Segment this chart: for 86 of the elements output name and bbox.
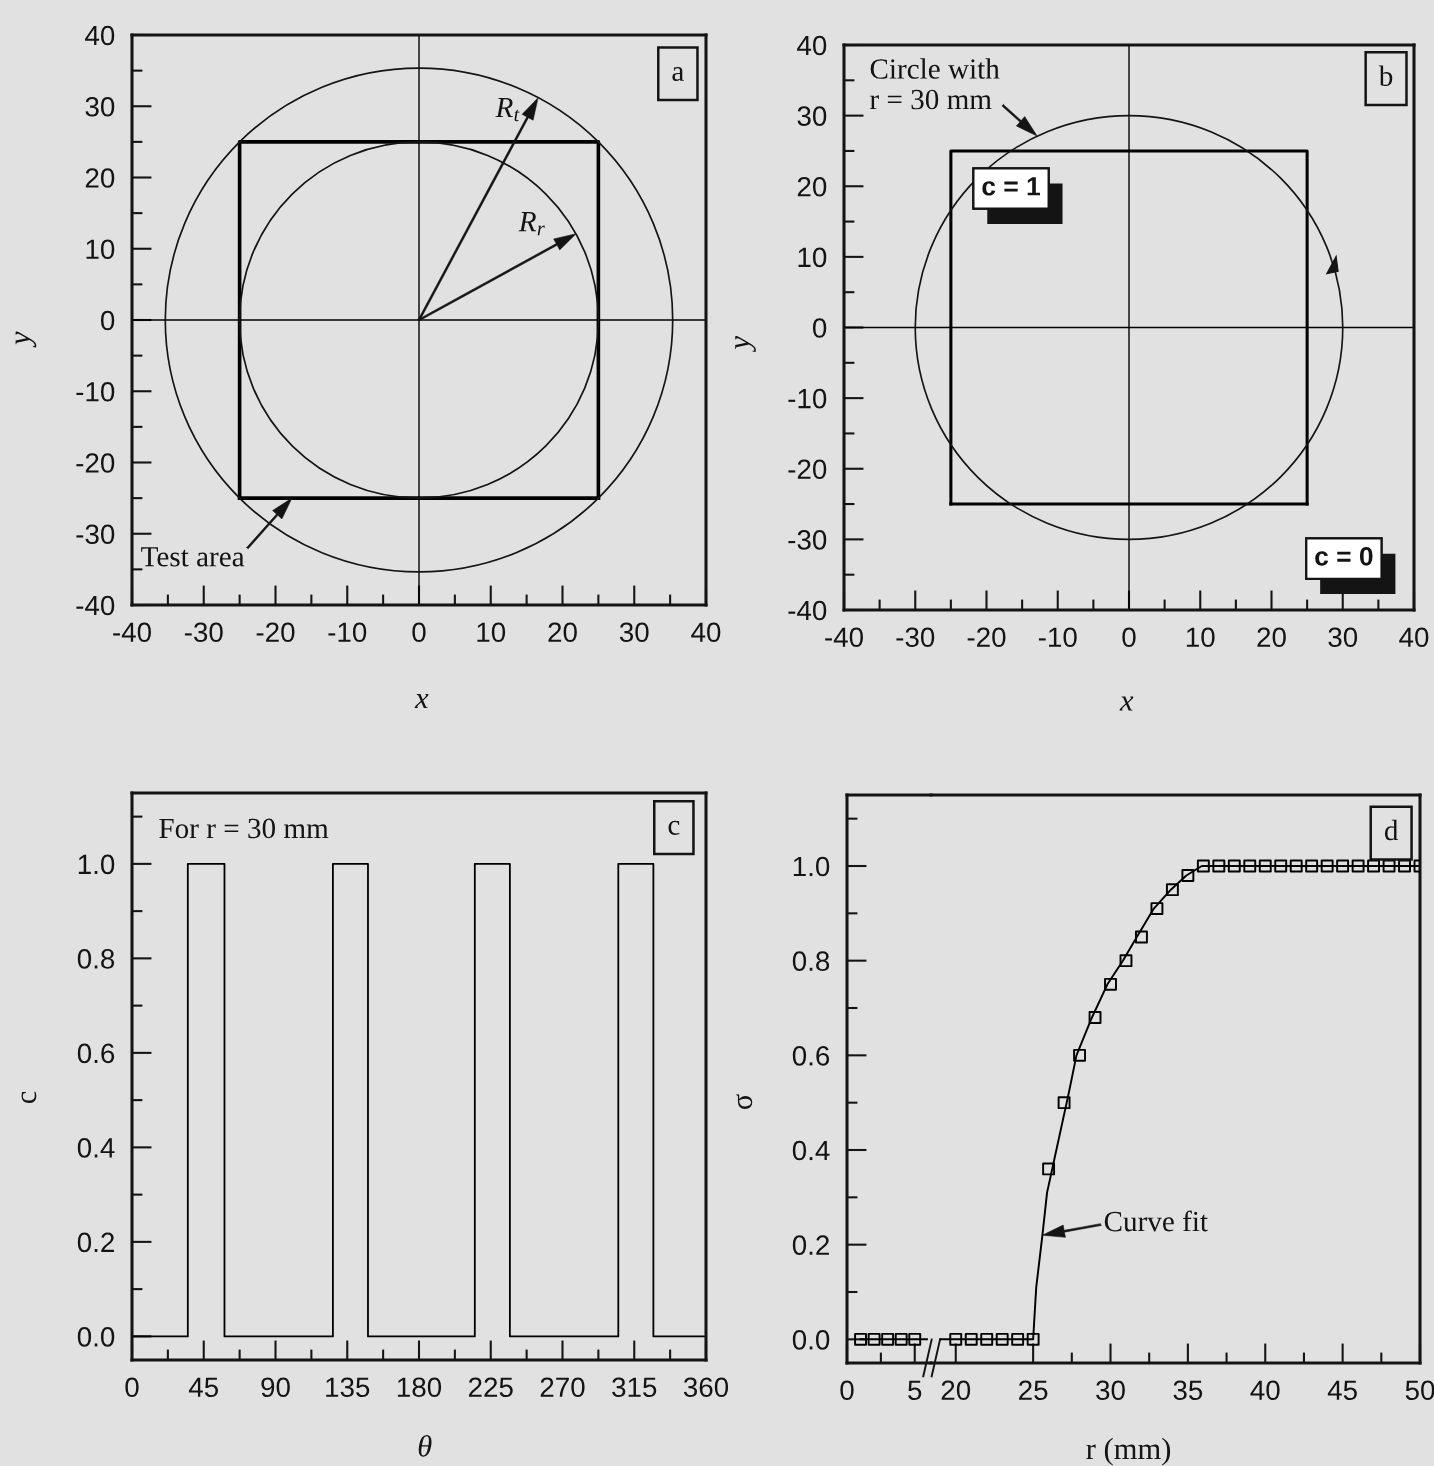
x-tick-label: 0 [1122, 627, 1136, 648]
y-tick-label: 0.6 [792, 1046, 830, 1066]
x-tick-label: 35 [1173, 1380, 1203, 1401]
x-tick-label: 315 [612, 1377, 657, 1398]
y-tick-label: -40 [76, 595, 115, 616]
x-tick-label: 360 [683, 1377, 729, 1398]
annotation: Test area [141, 547, 245, 567]
y-tick-label: 1.0 [78, 854, 115, 875]
x-tick-label: 25 [1019, 1380, 1048, 1401]
annotation: b [1378, 65, 1393, 86]
y-tick-label: 0.8 [792, 951, 830, 972]
y-tick-label: 30 [85, 96, 115, 117]
x-tick-label: 50 [1405, 1380, 1434, 1401]
y-axis-title: c [21, 1091, 37, 1104]
x-tick-label: -30 [896, 627, 935, 648]
x-tick-label: 20 [941, 1380, 971, 1401]
y-tick-label: -30 [76, 524, 115, 545]
y-tick-label: -10 [76, 381, 115, 402]
x-axis-title: θ [418, 1435, 432, 1457]
y-tick-label: -10 [788, 388, 827, 409]
x-tick-label: 270 [540, 1377, 585, 1398]
annotation: d [1384, 819, 1399, 841]
annotation: Curve fit [1104, 1210, 1208, 1232]
x-tick-label: 180 [397, 1377, 442, 1398]
x-axis-title: x [414, 694, 429, 709]
y-tick-label: 40 [797, 35, 827, 56]
y-tick-label: 0.0 [792, 1330, 830, 1350]
x-tick-label: 0 [840, 1380, 854, 1401]
y-axis-title: σ [736, 1094, 753, 1110]
annotation: c [668, 820, 680, 835]
x-tick-label: -30 [184, 622, 223, 643]
y-tick-label: 0 [100, 310, 115, 331]
x-tick-label: 45 [188, 1377, 219, 1398]
y-tick-label: 1.0 [793, 856, 830, 877]
x-tick-label: 5 [908, 1380, 922, 1401]
y-tick-label: 0 [812, 318, 827, 338]
x-tick-label: -40 [113, 622, 151, 643]
x-tick-label: 135 [326, 1377, 370, 1398]
y-tick-label: 0.4 [77, 1138, 115, 1158]
y-axis-title: y [735, 335, 756, 353]
y-tick-label: -40 [788, 600, 827, 621]
y-tick-label: 40 [85, 25, 115, 46]
x-tick-label: 40 [1250, 1380, 1280, 1401]
x-tick-label: 225 [468, 1377, 513, 1398]
x-tick-label: 30 [1328, 627, 1358, 648]
annotation: R$_{t}$ [495, 98, 520, 122]
x-tick-label: -20 [967, 627, 1006, 648]
y-tick-label: 10 [86, 239, 115, 260]
y-tick-label: -20 [788, 459, 827, 480]
y-tick-label: 0.8 [77, 949, 115, 969]
x-tick-label: 10 [1186, 627, 1215, 648]
y-tick-label: 30 [797, 106, 827, 126]
x-tick-label: -40 [825, 627, 863, 648]
x-axis-title: r (mm) [1086, 1437, 1171, 1466]
y-tick-label: 0.0 [77, 1327, 115, 1347]
y-tick-label: 10 [798, 247, 827, 268]
x-tick-label: 10 [477, 622, 506, 643]
x-axis-title: x [1119, 696, 1134, 711]
y-tick-label: -30 [788, 530, 827, 550]
annotation: R$_{r}$ [518, 212, 545, 236]
y-tick-label: 0.6 [77, 1043, 115, 1064]
x-tick-label: 30 [1096, 1380, 1125, 1401]
y-axis-title: y [15, 331, 37, 348]
x-tick-label: -10 [328, 622, 367, 643]
annotation: Circle with r = 30 mm [870, 58, 1000, 110]
y-tick-label: 0.2 [792, 1235, 829, 1256]
x-tick-label: -10 [1038, 627, 1077, 648]
x-tick-label: 20 [1257, 627, 1286, 648]
y-tick-label: 20 [85, 168, 115, 188]
x-tick-label: 20 [548, 622, 577, 643]
annotation: c = 0 [1315, 546, 1373, 566]
x-tick-label: 45 [1327, 1380, 1357, 1401]
y-tick-label: 20 [797, 176, 827, 197]
x-tick-label: 0 [125, 1377, 139, 1398]
x-tick-label: 40 [1399, 627, 1429, 648]
x-tick-label: 0 [412, 622, 426, 643]
annotation: c = 1 [982, 177, 1040, 196]
annotation: a [672, 67, 684, 82]
x-tick-label: -20 [256, 622, 295, 643]
y-tick-label: 0.4 [792, 1140, 830, 1161]
x-tick-label: 90 [261, 1377, 290, 1398]
x-tick-label: 40 [691, 622, 721, 643]
annotation: For r = 30 mm [159, 818, 329, 839]
x-tick-label: 30 [619, 622, 649, 643]
y-tick-label: -20 [76, 453, 115, 473]
y-tick-label: 0.2 [77, 1232, 114, 1253]
